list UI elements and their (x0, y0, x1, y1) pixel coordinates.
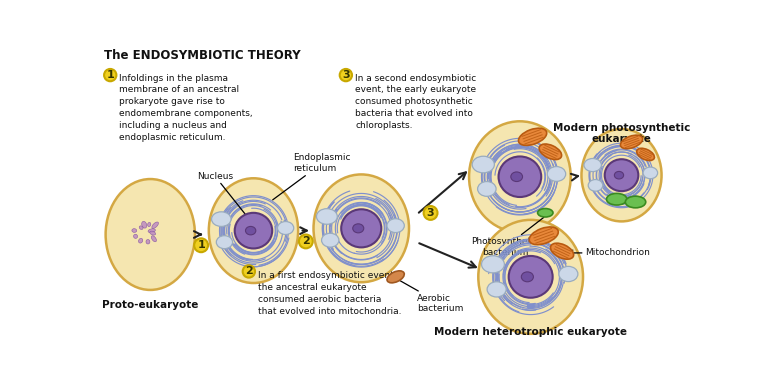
Text: 1: 1 (106, 70, 114, 80)
Text: In a first endosymbiotic event,
the ancestral eukaryote
consumed aerobic bacteri: In a first endosymbiotic event, the ance… (258, 272, 402, 316)
Ellipse shape (277, 222, 293, 235)
Ellipse shape (146, 240, 150, 244)
Text: The ENDOSYMBIOTIC THEORY: The ENDOSYMBIOTIC THEORY (104, 49, 301, 62)
Text: Nucleus: Nucleus (197, 172, 247, 217)
Text: Infoldings in the plasma
membrane of an ancestral
prokaryote gave rise to
endome: Infoldings in the plasma membrane of an … (120, 74, 253, 142)
Ellipse shape (581, 129, 661, 222)
Text: 2: 2 (245, 267, 253, 277)
Ellipse shape (211, 212, 231, 227)
Ellipse shape (469, 121, 571, 232)
Ellipse shape (614, 172, 624, 179)
Circle shape (104, 69, 117, 81)
Text: 2: 2 (302, 236, 310, 246)
Ellipse shape (518, 128, 547, 146)
Ellipse shape (511, 172, 522, 181)
Circle shape (243, 265, 255, 278)
Ellipse shape (539, 144, 561, 160)
Ellipse shape (508, 256, 553, 298)
Circle shape (339, 69, 352, 81)
Ellipse shape (529, 227, 558, 244)
Ellipse shape (637, 148, 654, 160)
Ellipse shape (478, 220, 583, 334)
Ellipse shape (235, 213, 272, 248)
Text: 3: 3 (342, 70, 349, 80)
Ellipse shape (387, 271, 404, 283)
Ellipse shape (313, 175, 409, 282)
Ellipse shape (588, 180, 603, 191)
Ellipse shape (538, 209, 553, 217)
Ellipse shape (316, 209, 337, 224)
Ellipse shape (498, 157, 541, 197)
Ellipse shape (138, 238, 143, 243)
Text: 1: 1 (197, 240, 205, 250)
Ellipse shape (487, 282, 506, 297)
Ellipse shape (353, 224, 364, 233)
Ellipse shape (147, 222, 151, 227)
Circle shape (194, 238, 208, 252)
Ellipse shape (148, 229, 155, 233)
Ellipse shape (150, 231, 156, 235)
Ellipse shape (478, 181, 496, 196)
Text: Modern photosynthetic
eukaryote: Modern photosynthetic eukaryote (553, 123, 690, 144)
Text: Aerobic
bacterium: Aerobic bacterium (399, 280, 464, 313)
Ellipse shape (341, 209, 381, 248)
Ellipse shape (643, 167, 657, 179)
Ellipse shape (482, 256, 505, 273)
Ellipse shape (217, 236, 233, 249)
Ellipse shape (387, 219, 404, 233)
Ellipse shape (551, 243, 574, 259)
Text: Endoplasmic
reticulum: Endoplasmic reticulum (273, 154, 351, 200)
Ellipse shape (559, 266, 578, 282)
Ellipse shape (141, 221, 147, 228)
Ellipse shape (209, 178, 298, 283)
Ellipse shape (607, 193, 627, 205)
Circle shape (299, 235, 313, 248)
Ellipse shape (548, 167, 566, 181)
Text: Mitochondrion: Mitochondrion (568, 248, 650, 257)
Text: 3: 3 (427, 208, 435, 218)
Ellipse shape (152, 222, 158, 228)
Ellipse shape (134, 234, 137, 238)
Ellipse shape (625, 196, 646, 208)
Ellipse shape (322, 233, 339, 247)
Ellipse shape (604, 159, 638, 191)
Text: Photosynthetic
bacterium: Photosynthetic bacterium (472, 217, 544, 257)
Ellipse shape (151, 236, 157, 242)
Ellipse shape (246, 227, 256, 235)
Circle shape (424, 206, 438, 220)
Ellipse shape (621, 135, 643, 149)
Ellipse shape (584, 159, 601, 172)
Ellipse shape (521, 272, 534, 282)
Ellipse shape (472, 156, 495, 173)
Ellipse shape (106, 179, 195, 290)
Ellipse shape (132, 229, 137, 232)
Text: In a second endosymbiotic
event, the early eukaryote
consumed photosynthetic
bac: In a second endosymbiotic event, the ear… (355, 74, 476, 130)
Text: Modern heterotrophic eukaryote: Modern heterotrophic eukaryote (434, 327, 627, 337)
Text: Proto-eukaryote: Proto-eukaryote (102, 300, 198, 310)
Ellipse shape (139, 226, 143, 230)
